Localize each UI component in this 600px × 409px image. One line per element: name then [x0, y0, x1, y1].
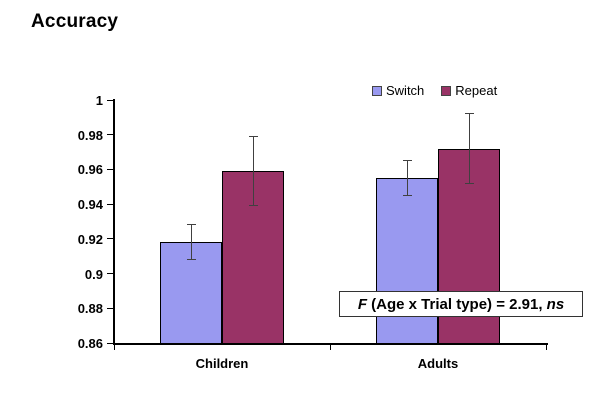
legend-item-repeat: Repeat: [441, 83, 497, 98]
y-tick: [107, 99, 113, 101]
error-bar-cap-bottom: [248, 205, 258, 207]
error-bar-adults-repeat: [468, 113, 470, 184]
annotation-ns: ns: [546, 295, 565, 313]
y-tick-label: 0.9: [84, 266, 103, 282]
chart-title: Accuracy: [31, 11, 119, 32]
legend-swatch-repeat-icon: [441, 85, 452, 96]
y-tick: [107, 273, 113, 275]
y-axis: [113, 99, 115, 345]
y-tick-label: 0.88: [77, 301, 103, 317]
legend-item-switch: Switch: [372, 83, 424, 98]
x-category-label: Adults: [417, 356, 459, 371]
y-tick: [107, 238, 113, 240]
error-bar-children-repeat: [252, 136, 254, 206]
error-bar-cap-bottom: [464, 182, 474, 184]
error-bar-cap-top: [464, 113, 474, 115]
y-tick-label: 0.94: [77, 197, 103, 213]
y-tick: [107, 168, 113, 170]
y-tick: [107, 134, 113, 136]
y-tick-label: 0.98: [77, 127, 103, 143]
error-bar-cap-top: [248, 135, 258, 137]
x-axis: [113, 343, 548, 345]
error-bar-adults-switch: [406, 160, 408, 196]
x-tick: [329, 345, 331, 350]
y-tick-label: 0.86: [77, 336, 103, 351]
annotation-box: F (Age x Trial type) = 2.91, ns: [339, 291, 583, 317]
error-bar-cap-top: [402, 160, 412, 162]
y-tick: [107, 342, 113, 344]
y-tick-label: 0.92: [77, 231, 103, 247]
annotation-body: (Age x Trial type) = 2.91,: [367, 295, 547, 313]
annotation-f-stat: F: [357, 295, 367, 313]
y-tick: [107, 307, 113, 309]
x-tick: [545, 345, 547, 350]
legend-swatch-switch-icon: [372, 85, 382, 96]
legend-label-switch: Switch: [386, 83, 425, 98]
error-bar-children-switch: [190, 224, 192, 260]
x-tick: [113, 345, 115, 350]
error-bar-cap-bottom: [402, 194, 412, 196]
y-tick: [107, 203, 113, 205]
x-category-label: Children: [195, 356, 249, 371]
y-tick-label: 1: [95, 93, 103, 108]
legend: Switch Repeat: [372, 83, 497, 98]
legend-label-repeat: Repeat: [455, 83, 498, 98]
y-tick-label: 0.96: [77, 162, 103, 178]
bar-adults-switch: [376, 178, 438, 344]
error-bar-cap-top: [186, 224, 196, 226]
error-bar-cap-bottom: [186, 259, 196, 261]
